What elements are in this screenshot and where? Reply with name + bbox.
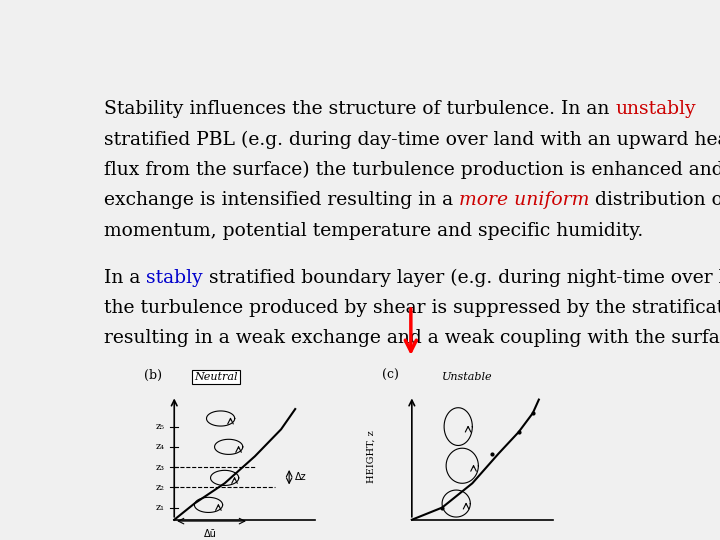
Text: distribution of: distribution of <box>590 191 720 209</box>
Text: (b): (b) <box>144 369 162 382</box>
Text: unstably: unstably <box>616 100 696 118</box>
Text: more uniform: more uniform <box>459 191 590 209</box>
Text: z₃: z₃ <box>156 463 164 471</box>
Text: exchange is intensified resulting in a: exchange is intensified resulting in a <box>104 191 459 209</box>
Text: stably: stably <box>146 268 203 287</box>
Text: Δz: Δz <box>295 472 307 482</box>
Text: z₁: z₁ <box>156 503 164 512</box>
Text: z₄: z₄ <box>156 442 164 451</box>
Text: momentum, potential temperature and specific humidity.: momentum, potential temperature and spec… <box>104 221 643 240</box>
Text: In a: In a <box>104 268 146 287</box>
Text: resulting in a weak exchange and a weak coupling with the surface.: resulting in a weak exchange and a weak … <box>104 329 720 347</box>
Text: Unstable: Unstable <box>442 372 492 382</box>
Text: the turbulence produced by shear is suppressed by the stratification: the turbulence produced by shear is supp… <box>104 299 720 317</box>
Text: z₅: z₅ <box>156 422 164 431</box>
Text: flux from the surface) the turbulence production is enhanced and the: flux from the surface) the turbulence pr… <box>104 161 720 179</box>
Text: Δū: Δū <box>204 529 217 539</box>
Text: stratified boundary layer (e.g. during night-time over land): stratified boundary layer (e.g. during n… <box>203 268 720 287</box>
Text: stratified PBL (e.g. during day-time over land with an upward heat: stratified PBL (e.g. during day-time ove… <box>104 131 720 149</box>
Text: (c): (c) <box>382 369 398 382</box>
Text: HEIGHT, z: HEIGHT, z <box>367 430 376 483</box>
Text: z₂: z₂ <box>156 483 164 492</box>
Text: Stability influences the structure of turbulence. In an: Stability influences the structure of tu… <box>104 100 616 118</box>
Text: Neutral: Neutral <box>194 372 238 382</box>
